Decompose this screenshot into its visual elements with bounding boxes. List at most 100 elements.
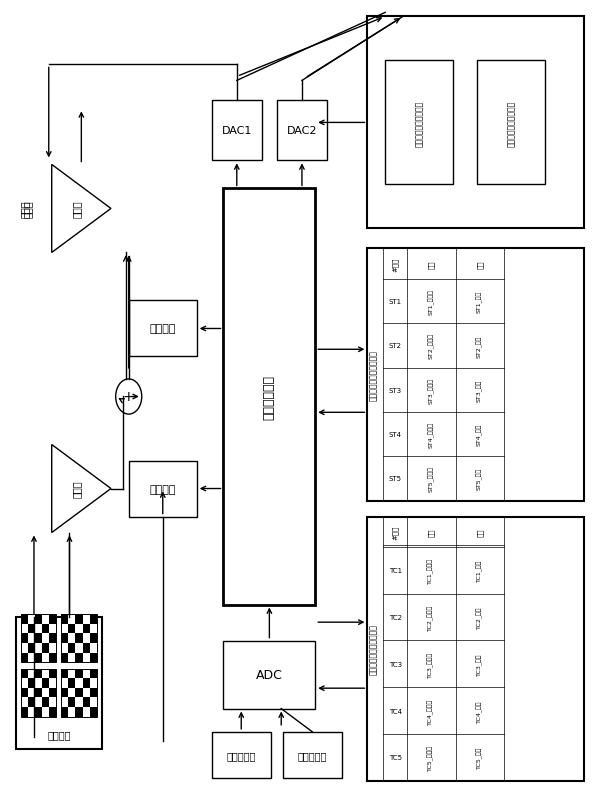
Bar bbox=[21, 634, 28, 643]
Bar bbox=[367, 18, 584, 229]
Bar bbox=[49, 669, 57, 678]
Bar bbox=[35, 634, 42, 643]
Text: TC2_偓储: TC2_偓储 bbox=[477, 606, 483, 629]
Text: 控制处理电路: 控制处理电路 bbox=[263, 375, 276, 419]
Text: TC2: TC2 bbox=[389, 614, 402, 620]
Bar bbox=[90, 669, 97, 678]
Bar bbox=[61, 669, 68, 678]
Bar bbox=[90, 653, 97, 662]
Bar bbox=[28, 678, 35, 688]
Bar bbox=[283, 732, 342, 778]
Text: ST1_偓储: ST1_偓储 bbox=[477, 290, 483, 313]
Bar bbox=[49, 653, 57, 662]
Bar bbox=[21, 669, 57, 717]
Bar bbox=[42, 643, 49, 653]
Bar bbox=[42, 678, 49, 688]
Text: 霍尔元件: 霍尔元件 bbox=[48, 729, 71, 739]
Bar bbox=[35, 653, 42, 662]
Bar bbox=[76, 634, 83, 643]
Bar bbox=[90, 614, 97, 624]
Bar bbox=[90, 634, 97, 643]
Text: 用户增益校正値存储器: 用户增益校正値存储器 bbox=[415, 100, 424, 147]
Bar bbox=[68, 698, 76, 707]
Text: 存储: 存储 bbox=[477, 260, 483, 269]
Text: TC4: TC4 bbox=[389, 707, 402, 714]
Bar bbox=[42, 698, 49, 707]
Text: 出厂应力补偿系数存储器: 出厂应力补偿系数存储器 bbox=[369, 350, 378, 400]
Text: 增益: 增益 bbox=[428, 260, 434, 269]
Text: TC3: TC3 bbox=[389, 661, 402, 667]
Text: #系数: #系数 bbox=[392, 257, 399, 272]
Text: DAC2: DAC2 bbox=[287, 126, 317, 136]
Bar bbox=[385, 61, 453, 185]
Text: 用户零点校正値存储器: 用户零点校正値存储器 bbox=[506, 100, 515, 147]
Text: ST4_灵敏度: ST4_灵敏度 bbox=[428, 421, 434, 448]
Text: TC4_偓储: TC4_偓储 bbox=[477, 699, 483, 722]
Bar bbox=[61, 669, 97, 717]
Text: ST5_灵敏度: ST5_灵敏度 bbox=[428, 466, 434, 492]
Bar bbox=[76, 688, 83, 698]
Bar bbox=[129, 461, 197, 516]
Bar bbox=[83, 643, 90, 653]
Bar bbox=[35, 707, 42, 717]
Text: 温度传感器: 温度传感器 bbox=[227, 750, 256, 760]
Bar bbox=[76, 614, 83, 624]
Bar bbox=[35, 669, 42, 678]
Text: 应力传感器: 应力传感器 bbox=[298, 750, 327, 760]
Text: ST4_偓储: ST4_偓储 bbox=[477, 423, 483, 446]
Text: ST3_偓储: ST3_偓储 bbox=[477, 379, 483, 401]
Bar bbox=[49, 634, 57, 643]
Bar bbox=[83, 624, 90, 634]
Bar bbox=[83, 698, 90, 707]
Bar bbox=[83, 678, 90, 688]
Text: ST2_灵敏度: ST2_灵敏度 bbox=[428, 333, 434, 359]
Text: TC3_灵敏度: TC3_灵敏度 bbox=[428, 651, 434, 677]
Text: ST1_灵敏度: ST1_灵敏度 bbox=[428, 289, 434, 314]
Text: 增益调节: 增益调节 bbox=[149, 484, 176, 494]
Text: 增益: 增益 bbox=[428, 528, 434, 537]
Text: ST4: ST4 bbox=[389, 431, 402, 437]
Bar bbox=[212, 732, 271, 778]
Bar bbox=[61, 688, 68, 698]
Text: TC5_偓储: TC5_偓储 bbox=[477, 746, 483, 768]
Bar bbox=[21, 707, 28, 717]
Bar bbox=[68, 643, 76, 653]
Text: TC2_灵敏度: TC2_灵敏度 bbox=[428, 604, 434, 630]
Bar bbox=[28, 643, 35, 653]
Bar bbox=[35, 688, 42, 698]
Text: #系数: #系数 bbox=[392, 525, 399, 539]
Text: TC1: TC1 bbox=[389, 568, 402, 573]
Text: +: + bbox=[123, 390, 134, 404]
Bar bbox=[28, 624, 35, 634]
Bar bbox=[224, 641, 315, 709]
Text: ST5: ST5 bbox=[389, 476, 402, 482]
Text: 放大器: 放大器 bbox=[71, 480, 82, 498]
Bar bbox=[42, 624, 49, 634]
Bar bbox=[28, 698, 35, 707]
Bar bbox=[21, 614, 57, 662]
Text: TC4_灵敏度: TC4_灵敏度 bbox=[428, 698, 434, 723]
Bar bbox=[129, 301, 197, 357]
Bar bbox=[49, 688, 57, 698]
Bar bbox=[90, 707, 97, 717]
Text: ST2: ST2 bbox=[389, 343, 402, 349]
Text: 零点调节: 零点调节 bbox=[149, 324, 176, 334]
Bar bbox=[61, 707, 68, 717]
Bar bbox=[367, 516, 584, 780]
Bar bbox=[212, 101, 262, 161]
Bar bbox=[21, 614, 28, 624]
Bar bbox=[277, 101, 327, 161]
Bar bbox=[16, 617, 102, 748]
Text: TC5_灵敏度: TC5_灵敏度 bbox=[428, 744, 434, 771]
Text: ST1: ST1 bbox=[389, 298, 402, 305]
Text: 加法器: 加法器 bbox=[20, 200, 30, 218]
Bar bbox=[61, 614, 97, 662]
Bar bbox=[49, 707, 57, 717]
Text: 出厂温度补偿系数存储器: 出厂温度补偿系数存储器 bbox=[369, 623, 378, 674]
Text: DAC1: DAC1 bbox=[221, 126, 252, 136]
Bar bbox=[68, 624, 76, 634]
Bar bbox=[76, 707, 83, 717]
Bar bbox=[76, 653, 83, 662]
Text: TC1_灵敏度: TC1_灵敏度 bbox=[428, 557, 434, 584]
Bar bbox=[367, 249, 584, 501]
